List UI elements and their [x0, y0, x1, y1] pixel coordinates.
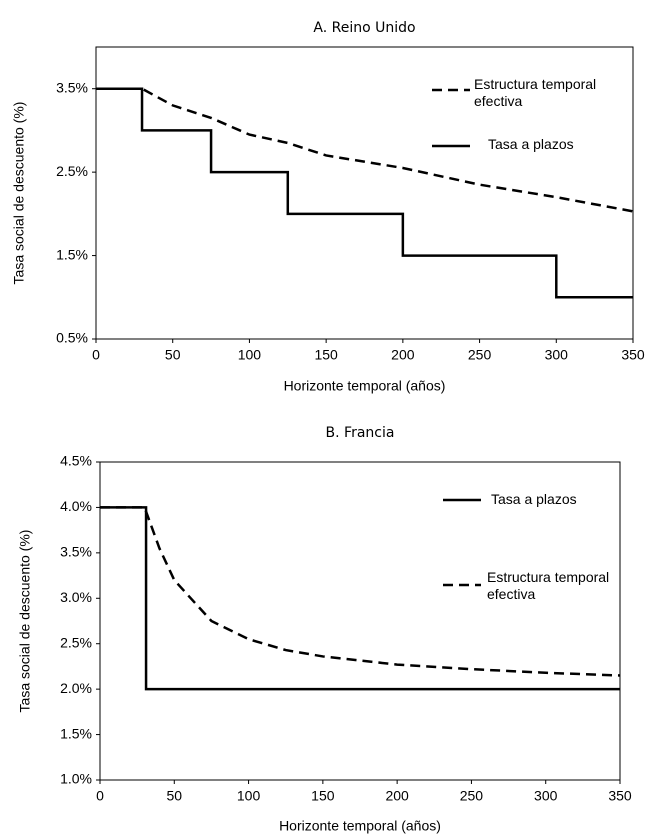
legend-label: Tasa a plazos	[491, 491, 577, 507]
y-tick-label: 3.5%	[56, 79, 88, 95]
x-tick-label: 0	[92, 347, 100, 363]
x-tick-label: 0	[96, 788, 104, 804]
series-line	[100, 506, 621, 677]
y-tick-label: 1.0%	[60, 771, 92, 787]
series-line	[96, 87, 633, 299]
x-tick-label: 250	[460, 788, 484, 804]
y-axis-label: Tasa social de descuento (%)	[17, 530, 33, 713]
y-tick-label: 2.0%	[60, 680, 92, 696]
x-tick-label: 250	[468, 347, 492, 363]
legend-item: Estructura temporal efectiva	[487, 569, 610, 602]
legend-label: Estructura temporal efectiva	[487, 569, 610, 602]
y-axis-label: Tasa social de descuento (%)	[11, 102, 27, 285]
x-tick-label: 100	[237, 788, 261, 804]
legend-item: Tasa a plazos	[491, 491, 577, 507]
chart-title: A. Reino Unido	[313, 20, 415, 36]
y-tick-label: 2.5%	[60, 634, 92, 650]
y-tick-label: 4.5%	[60, 453, 92, 469]
x-tick-label: 300	[534, 788, 558, 804]
x-tick-label: 350	[621, 347, 645, 363]
x-axis-label: Horizonte temporal (años)	[279, 818, 441, 834]
x-tick-label: 50	[166, 788, 182, 804]
x-tick-label: 200	[385, 788, 409, 804]
x-tick-label: 100	[238, 347, 262, 363]
legend-label: Estructura temporal efectiva	[474, 76, 597, 109]
x-tick-label: 150	[311, 788, 335, 804]
legend-item: Estructura temporal efectiva	[474, 76, 597, 109]
x-tick-label: 50	[165, 347, 181, 363]
x-tick-label: 150	[314, 347, 338, 363]
x-axis-label: Horizonte temporal (años)	[284, 378, 446, 394]
y-tick-label: 2.5%	[56, 163, 88, 179]
series-line	[96, 87, 634, 213]
x-tick-label: 200	[391, 347, 415, 363]
chart-title: B. Francia	[326, 425, 395, 441]
legend-label: Tasa a plazos	[488, 136, 574, 152]
y-tick-label: 1.5%	[56, 246, 88, 262]
y-tick-label: 3.5%	[60, 544, 92, 560]
y-tick-label: 0.5%	[56, 330, 88, 346]
y-tick-label: 3.0%	[60, 589, 92, 605]
y-tick-label: 4.0%	[60, 498, 92, 514]
plot-frame	[99, 461, 621, 781]
plot-frame	[95, 46, 634, 340]
y-tick-label: 1.5%	[60, 725, 92, 741]
legend-item: Tasa a plazos	[488, 136, 574, 152]
x-tick-label: 300	[545, 347, 569, 363]
x-tick-label: 350	[608, 788, 632, 804]
